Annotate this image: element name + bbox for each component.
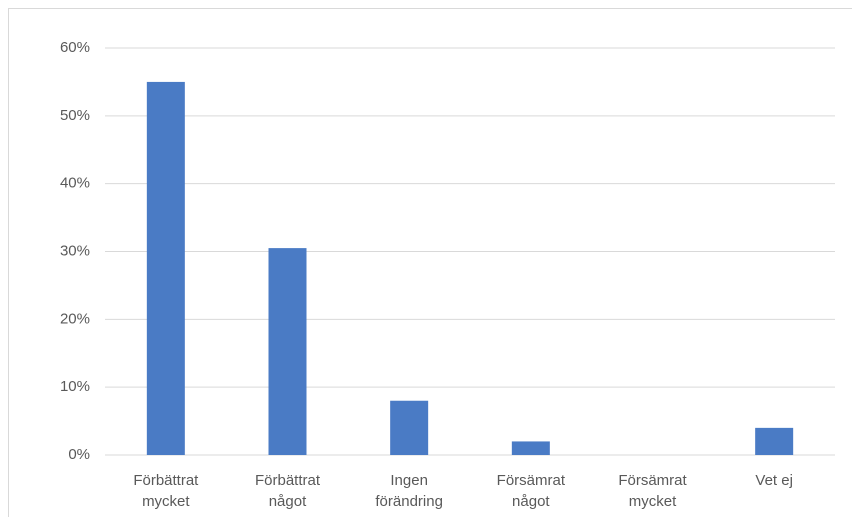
y-tick-label: 40% <box>60 175 90 192</box>
x-tick-label: Förbättrat något <box>254 472 321 510</box>
bar <box>390 400 429 455</box>
x-tick-label: Förbättrat mycket <box>133 472 199 510</box>
x-tick-label: Försämrat något <box>496 472 565 510</box>
x-tick-label: Vet ej <box>755 472 793 489</box>
bar <box>268 248 307 455</box>
x-tick-label: Ingen förändring <box>375 472 443 510</box>
y-tick-label: 20% <box>60 310 90 327</box>
y-tick-label: 30% <box>60 242 90 259</box>
x-tick-label: Försämrat mycket <box>618 472 687 510</box>
y-tick-label: 60% <box>60 39 90 56</box>
y-tick-label: 0% <box>68 446 90 463</box>
bar <box>755 427 794 455</box>
chart-frame <box>8 8 852 517</box>
y-tick-label: 50% <box>60 107 90 124</box>
bar <box>146 81 185 456</box>
y-tick-label: 10% <box>60 378 90 395</box>
bar <box>511 441 550 455</box>
